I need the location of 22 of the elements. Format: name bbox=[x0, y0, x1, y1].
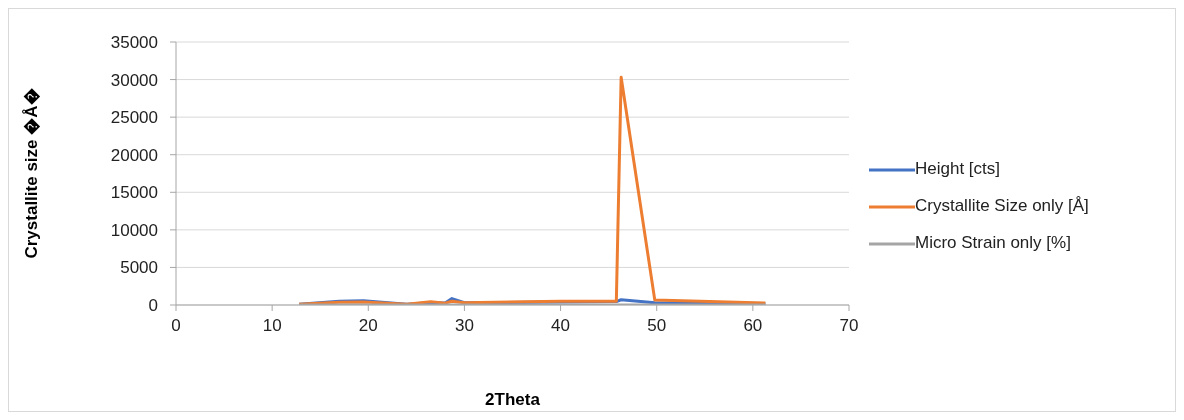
legend-label: Height [cts] bbox=[915, 159, 1002, 179]
y-axis-title: Crystallite size �Å� bbox=[22, 88, 42, 259]
legend-label: Micro Strain only [%] bbox=[915, 233, 1072, 253]
legend-label: Crystallite Size only [Å] bbox=[915, 196, 1090, 216]
x-tick-label: 70 bbox=[839, 316, 859, 336]
x-axis-title: 2Theta bbox=[485, 390, 541, 409]
y-tick-label: 0 bbox=[148, 296, 158, 316]
x-tick-label: 30 bbox=[454, 316, 474, 336]
y-tick-label: 20000 bbox=[110, 145, 158, 165]
line-series bbox=[297, 75, 767, 305]
y-tick-label: 25000 bbox=[110, 108, 158, 128]
y-tick-label: 35000 bbox=[110, 33, 158, 53]
x-tick-label: 10 bbox=[262, 316, 282, 336]
y-tick-label: 30000 bbox=[110, 70, 158, 90]
x-tick-label: 40 bbox=[551, 316, 571, 336]
y-tick-label: 15000 bbox=[110, 183, 158, 203]
y-tick-label: 10000 bbox=[110, 220, 158, 240]
x-tick-label: 0 bbox=[171, 316, 181, 336]
y-tick-label: 5000 bbox=[120, 258, 158, 278]
x-tick-label: 20 bbox=[358, 316, 378, 336]
x-tick-label: 50 bbox=[647, 316, 667, 336]
x-tick-label: 60 bbox=[743, 316, 763, 336]
